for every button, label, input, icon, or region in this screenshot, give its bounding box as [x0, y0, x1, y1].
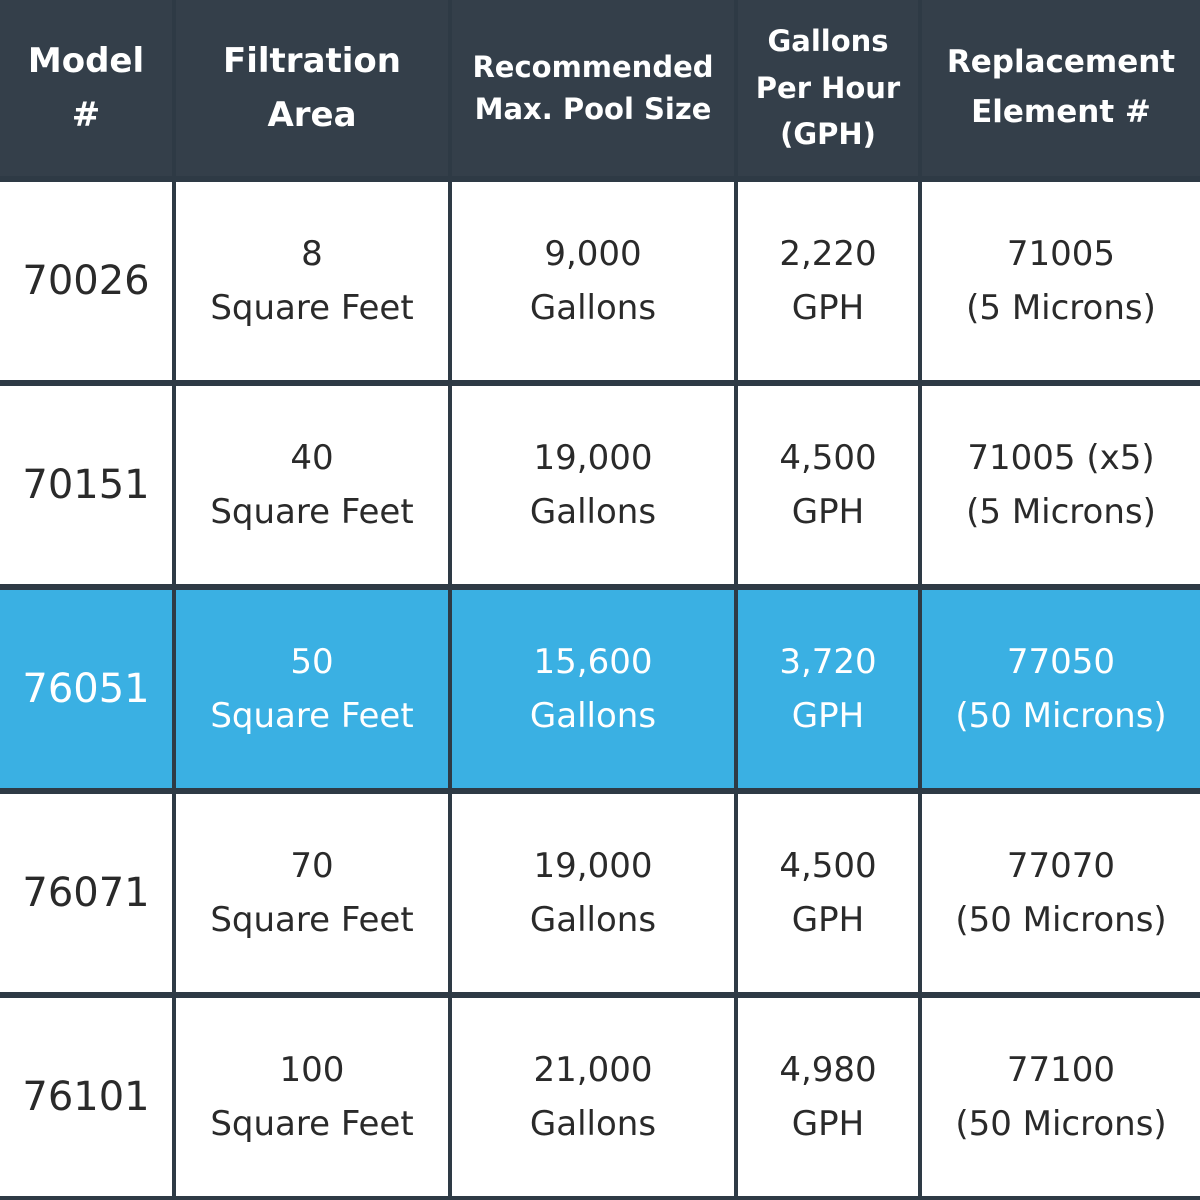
cell-area-highlighted: 50 Square Feet — [176, 590, 448, 788]
cell-gph: 4,980 GPH — [738, 998, 918, 1196]
element-note: (50 Microns) — [955, 1104, 1167, 1144]
cell-pool-size: 19,000 Gallons — [452, 386, 734, 584]
cell-model: 76101 — [0, 998, 172, 1196]
gph-value: 4,500 — [779, 437, 877, 478]
gph-value: 4,980 — [779, 1049, 877, 1090]
header-area-line1: Filtration — [223, 40, 401, 81]
gph-value: 3,720 — [779, 641, 877, 682]
pool-unit: Gallons — [529, 1104, 657, 1144]
pool-value: 15,600 — [533, 641, 653, 682]
gph-value: 2,220 — [779, 233, 877, 274]
cell-element: 71005 (5 Microns) — [922, 182, 1200, 380]
cell-area: 8 Square Feet — [176, 182, 448, 380]
pool-unit: Gallons — [529, 900, 657, 940]
element-value: 71005 (x5) — [967, 437, 1155, 478]
gph-value: 4,500 — [779, 845, 877, 886]
gph-unit: GPH — [791, 1104, 865, 1144]
header-gph-line3: (GPH) — [780, 117, 876, 152]
area-unit: Square Feet — [210, 900, 414, 940]
header-model-line1: Model — [27, 40, 145, 81]
cell-element-highlighted: 77050 (50 Microns) — [922, 590, 1200, 788]
cell-pool-size: 21,000 Gallons — [452, 998, 734, 1196]
area-unit: Square Feet — [210, 288, 414, 328]
pool-unit: Gallons — [529, 288, 657, 328]
header-filtration-area: Filtration Area — [176, 0, 448, 176]
cell-gph-highlighted: 3,720 GPH — [738, 590, 918, 788]
area-unit: Square Feet — [210, 492, 414, 532]
cell-gph: 4,500 GPH — [738, 386, 918, 584]
header-pool-line2: Max. Pool Size — [474, 92, 712, 126]
element-value: 77070 — [1006, 845, 1116, 886]
header-replacement-element: Replacement Element # — [922, 0, 1200, 176]
area-unit: Square Feet — [210, 1104, 414, 1144]
area-value: 40 — [290, 437, 334, 478]
header-model: Model # — [0, 0, 172, 176]
header-pool-size: Recommended Max. Pool Size — [452, 0, 734, 176]
pool-value: 19,000 — [533, 437, 653, 478]
cell-pool-size: 19,000 Gallons — [452, 794, 734, 992]
cell-pool-size-highlighted: 15,600 Gallons — [452, 590, 734, 788]
element-value: 71005 — [1006, 233, 1116, 274]
model-number: 70151 — [22, 462, 150, 508]
cell-area: 70 Square Feet — [176, 794, 448, 992]
pool-value: 9,000 — [544, 233, 642, 274]
pool-unit: Gallons — [529, 492, 657, 532]
header-element-line2: Element # — [971, 94, 1151, 130]
cell-area: 40 Square Feet — [176, 386, 448, 584]
cell-model: 70026 — [0, 182, 172, 380]
header-element-line1: Replacement — [946, 44, 1176, 81]
gph-unit: GPH — [791, 288, 865, 328]
model-number: 70026 — [22, 258, 150, 304]
pool-value: 21,000 — [533, 1049, 653, 1090]
cell-model-highlighted: 76051 — [0, 590, 172, 788]
gph-unit: GPH — [791, 492, 865, 532]
cell-element: 77070 (50 Microns) — [922, 794, 1200, 992]
element-value: 77100 — [1006, 1049, 1116, 1090]
cell-area: 100 Square Feet — [176, 998, 448, 1196]
model-number: 76101 — [22, 1074, 150, 1120]
area-value: 8 — [301, 233, 323, 274]
element-note: (50 Microns) — [955, 696, 1167, 736]
pool-value: 19,000 — [533, 845, 653, 886]
cell-gph: 4,500 GPH — [738, 794, 918, 992]
element-note: (5 Microns) — [966, 492, 1156, 532]
cell-pool-size: 9,000 Gallons — [452, 182, 734, 380]
element-note: (50 Microns) — [955, 900, 1167, 940]
area-unit: Square Feet — [210, 696, 414, 736]
header-model-line2: # — [71, 95, 101, 135]
header-gph-line1: Gallons — [767, 24, 889, 59]
area-value: 50 — [290, 641, 334, 682]
area-value: 100 — [279, 1049, 345, 1090]
area-value: 70 — [290, 845, 334, 886]
cell-gph: 2,220 GPH — [738, 182, 918, 380]
header-gph: Gallons Per Hour (GPH) — [738, 0, 918, 176]
cell-model: 76071 — [0, 794, 172, 992]
header-area-line2: Area — [267, 95, 357, 135]
model-number: 76071 — [22, 870, 150, 916]
gph-unit: GPH — [791, 696, 865, 736]
element-value: 77050 — [1006, 641, 1116, 682]
model-number: 76051 — [22, 666, 150, 712]
gph-unit: GPH — [791, 900, 865, 940]
pool-unit: Gallons — [529, 696, 657, 736]
cell-element: 77100 (50 Microns) — [922, 998, 1200, 1196]
cell-model: 70151 — [0, 386, 172, 584]
element-note: (5 Microns) — [966, 288, 1156, 328]
header-gph-line2: Per Hour — [755, 70, 901, 105]
header-pool-line1: Recommended — [472, 49, 714, 84]
cell-element: 71005 (x5) (5 Microns) — [922, 386, 1200, 584]
